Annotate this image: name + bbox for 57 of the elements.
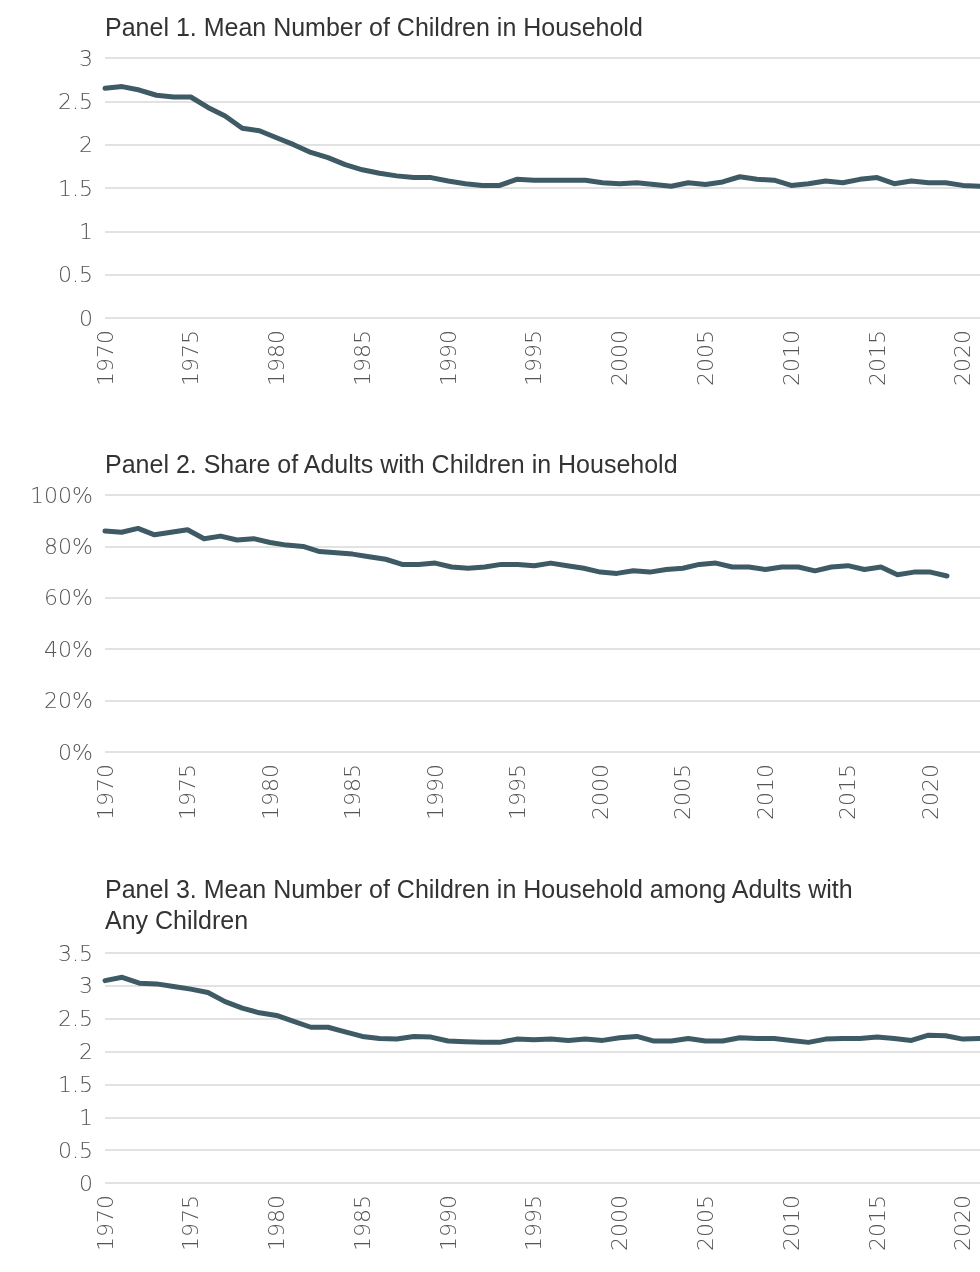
y-tick-label: 60% (44, 585, 93, 611)
x-tick-label: 1990 (435, 330, 461, 386)
y-tick-label: 0 (79, 1170, 93, 1196)
x-tick-label: 1990 (422, 764, 448, 820)
chart-title: Panel 1. Mean Number of Children in Household (105, 12, 643, 41)
y-tick-label: 40% (44, 636, 93, 662)
x-tick-label: 1970 (92, 1195, 118, 1251)
y-tick-label: 2.5 (58, 1006, 93, 1032)
x-tick-label: 1980 (264, 330, 290, 386)
x-tick-label: 1975 (178, 1195, 204, 1251)
x-tick-label: 2005 (692, 1195, 718, 1251)
y-tick-label: 1 (79, 218, 93, 244)
x-tick-label: 2015 (835, 764, 861, 820)
x-tick-label: 2010 (752, 764, 778, 820)
x-tick-label: 2015 (864, 330, 890, 386)
x-tick-label: 2005 (692, 330, 718, 386)
y-tick-label: 20% (44, 688, 93, 714)
y-tick-label: 0% (58, 739, 93, 765)
x-tick-label: 1985 (349, 330, 375, 386)
x-tick-label: 1975 (175, 764, 201, 820)
x-tick-label: 2000 (607, 1195, 633, 1251)
y-tick-label: 3 (79, 45, 93, 71)
x-tick-label: 1980 (264, 1195, 290, 1251)
x-tick-label: 1995 (521, 330, 547, 386)
y-tick-label: 0.5 (58, 1137, 93, 1163)
x-tick-label: 1975 (178, 330, 204, 386)
x-tick-label: 2000 (607, 330, 633, 386)
x-tick-label: 1985 (340, 764, 366, 820)
x-tick-label: 2020 (950, 330, 976, 386)
x-tick-label: 1980 (257, 764, 283, 820)
y-tick-label: 1.5 (58, 175, 93, 201)
y-tick-label: 3 (79, 973, 93, 999)
y-tick-label: 80% (44, 533, 93, 559)
chart-title: Panel 2. Share of Adults with Children in Household (105, 449, 678, 478)
x-tick-label: 2010 (778, 330, 804, 386)
x-tick-label: 2000 (587, 764, 613, 820)
x-tick-label: 2010 (778, 1195, 804, 1251)
x-tick-label: 2020 (950, 1195, 976, 1251)
x-tick-label: 1985 (349, 1195, 375, 1251)
y-tick-label: 1 (79, 1104, 93, 1130)
y-tick-label: 1.5 (58, 1071, 93, 1097)
x-tick-label: 1970 (92, 330, 118, 386)
y-tick-label: 2.5 (58, 88, 93, 114)
y-tick-label: 2 (79, 1039, 93, 1065)
x-tick-label: 2020 (917, 764, 943, 820)
y-tick-label: 0.5 (58, 262, 93, 288)
y-tick-label: 100% (30, 482, 93, 508)
x-tick-label: 2015 (864, 1195, 890, 1251)
x-tick-label: 1995 (521, 1195, 547, 1251)
x-tick-label: 1970 (92, 764, 118, 820)
y-tick-label: 0 (79, 305, 93, 331)
x-tick-label: 1990 (435, 1195, 461, 1251)
x-tick-label: 1995 (505, 764, 531, 820)
chart-title: Panel 3. Mean Number of Children in Household among Adults with Any Children (105, 874, 860, 934)
x-tick-label: 2005 (670, 764, 696, 820)
y-tick-label: 3.5 (58, 940, 93, 966)
y-tick-label: 2 (79, 132, 93, 158)
